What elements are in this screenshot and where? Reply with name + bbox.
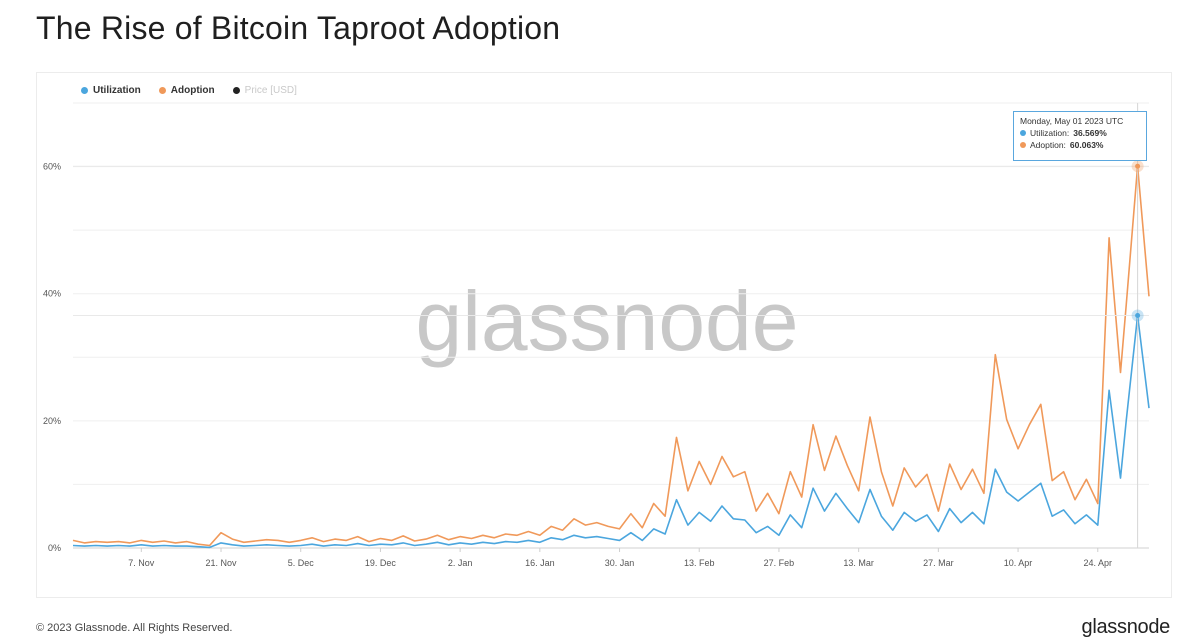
legend-item-adoption[interactable]: Adoption [158,85,215,96]
tooltip-dot-adoption [1020,142,1026,148]
series-line-utilization[interactable] [72,314,1150,549]
x-tick-label: 13. Feb [684,558,715,568]
tooltip-row-adoption: Adoption: 60.063% [1020,140,1140,150]
line-chart[interactable]: glassnode 0% 20% 40% 60% 7. Nov 21. Nov 5. De… [37,73,1171,597]
series-lines [72,165,1150,549]
x-tick-label: 7. Nov [128,558,155,568]
chart-panel: Utilization Adoption Price [USD] glassno… [36,72,1172,598]
hover-marker-utilization [1135,313,1141,319]
x-axis: 7. Nov 21. Nov 5. Dec 19. Dec 2. Jan 16. Jan 3… [128,548,1112,568]
x-tick-label: 24. Apr [1083,558,1112,568]
tooltip-utilization-label: Utilization: [1030,128,1070,138]
legend-dot-adoption [158,87,166,94]
tooltip-utilization-value: 36.569% [1073,128,1107,138]
tooltip-dot-utilization [1020,130,1026,136]
tooltip-adoption-value: 60.063% [1069,140,1104,150]
legend-item-price[interactable]: Price [USD] [232,85,297,96]
legend-label-utilization: Utilization [93,85,141,96]
y-tick-label: 40% [43,289,61,299]
x-tick-label: 13. Mar [843,558,874,568]
hover-markers [73,103,1149,548]
y-tick-label: 60% [43,162,61,172]
x-tick-label: 30. Jan [605,558,635,568]
legend-item-utilization[interactable]: Utilization [81,85,141,96]
glassnode-logo: glassnode [1081,616,1171,638]
y-tick-label: 20% [43,416,61,426]
copyright-footer: © 2023 Glassnode. All Rights Reserved. [36,622,233,634]
legend-dot-utilization [81,87,88,94]
x-tick-label: 21. Nov [206,558,238,568]
y-axis: 0% 20% 40% 60% [43,162,61,553]
x-tick-label: 19. Dec [365,558,397,568]
tooltip-date: Monday, May 01 2023 UTC [1020,116,1124,126]
y-tick-label: 0% [48,543,61,553]
hover-marker-adoption [1135,163,1141,169]
x-tick-label: 2. Jan [448,558,473,568]
legend-dot-price [232,87,240,94]
x-tick-label: 5. Dec [288,558,315,568]
x-tick-label: 10. Apr [1004,558,1033,568]
chart-title: The Rise of Bitcoin Taproot Adoption [36,10,561,46]
x-tick-label: 16. Jan [525,558,555,568]
hover-tooltip: Monday, May 01 2023 UTC Utilization: 36.… [1013,111,1147,161]
tooltip-adoption-label: Adoption: [1030,140,1066,150]
series-line-adoption[interactable] [72,165,1150,547]
tooltip-row-utilization: Utilization: 36.569% [1020,128,1140,138]
legend-label-adoption: Adoption [170,85,215,96]
legend-label-price: Price [USD] [244,85,297,96]
chart-legend: Utilization Adoption Price [USD] [81,85,297,96]
x-tick-label: 27. Mar [923,558,954,568]
x-tick-label: 27. Feb [764,558,795,568]
watermark: glassnode [416,274,799,368]
